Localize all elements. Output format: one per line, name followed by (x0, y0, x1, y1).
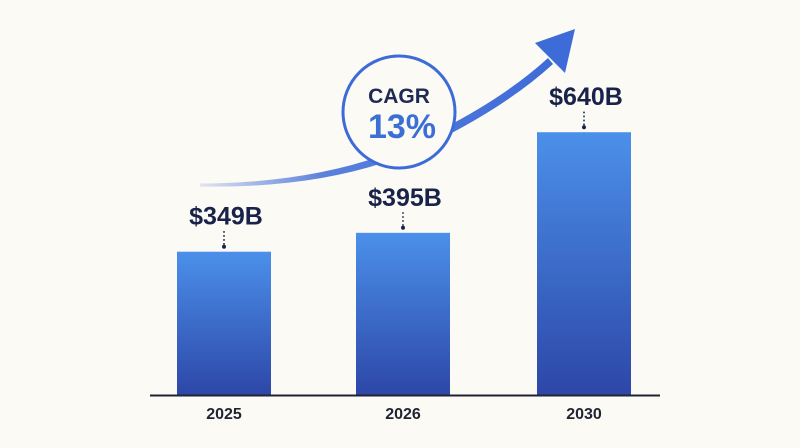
value-label-2026: $395B (368, 184, 442, 212)
bar-2030 (537, 132, 631, 395)
bars-layer: $349B $395B $640B (177, 83, 631, 395)
cagr-badge (341, 54, 457, 170)
bar-2025 (177, 251, 271, 395)
value-label-2030: $640B (549, 83, 623, 111)
x-tick-labels: 2025 2026 2030 (206, 406, 602, 423)
x-tick-label-2025: 2025 (206, 406, 242, 423)
growth-arrow-head (535, 29, 575, 73)
cagr-label: CAGR (368, 85, 430, 108)
cagr-value: 13% (368, 108, 436, 146)
value-connector-dot-2030 (582, 125, 586, 130)
x-tick-label-2030: 2030 (566, 406, 602, 423)
bar-2026 (356, 232, 450, 395)
value-label-2025: $349B (189, 203, 263, 231)
value-connector-dot-2026 (401, 225, 405, 230)
x-tick-label-2026: 2026 (385, 406, 421, 423)
value-connector-dot-2025 (222, 244, 226, 249)
